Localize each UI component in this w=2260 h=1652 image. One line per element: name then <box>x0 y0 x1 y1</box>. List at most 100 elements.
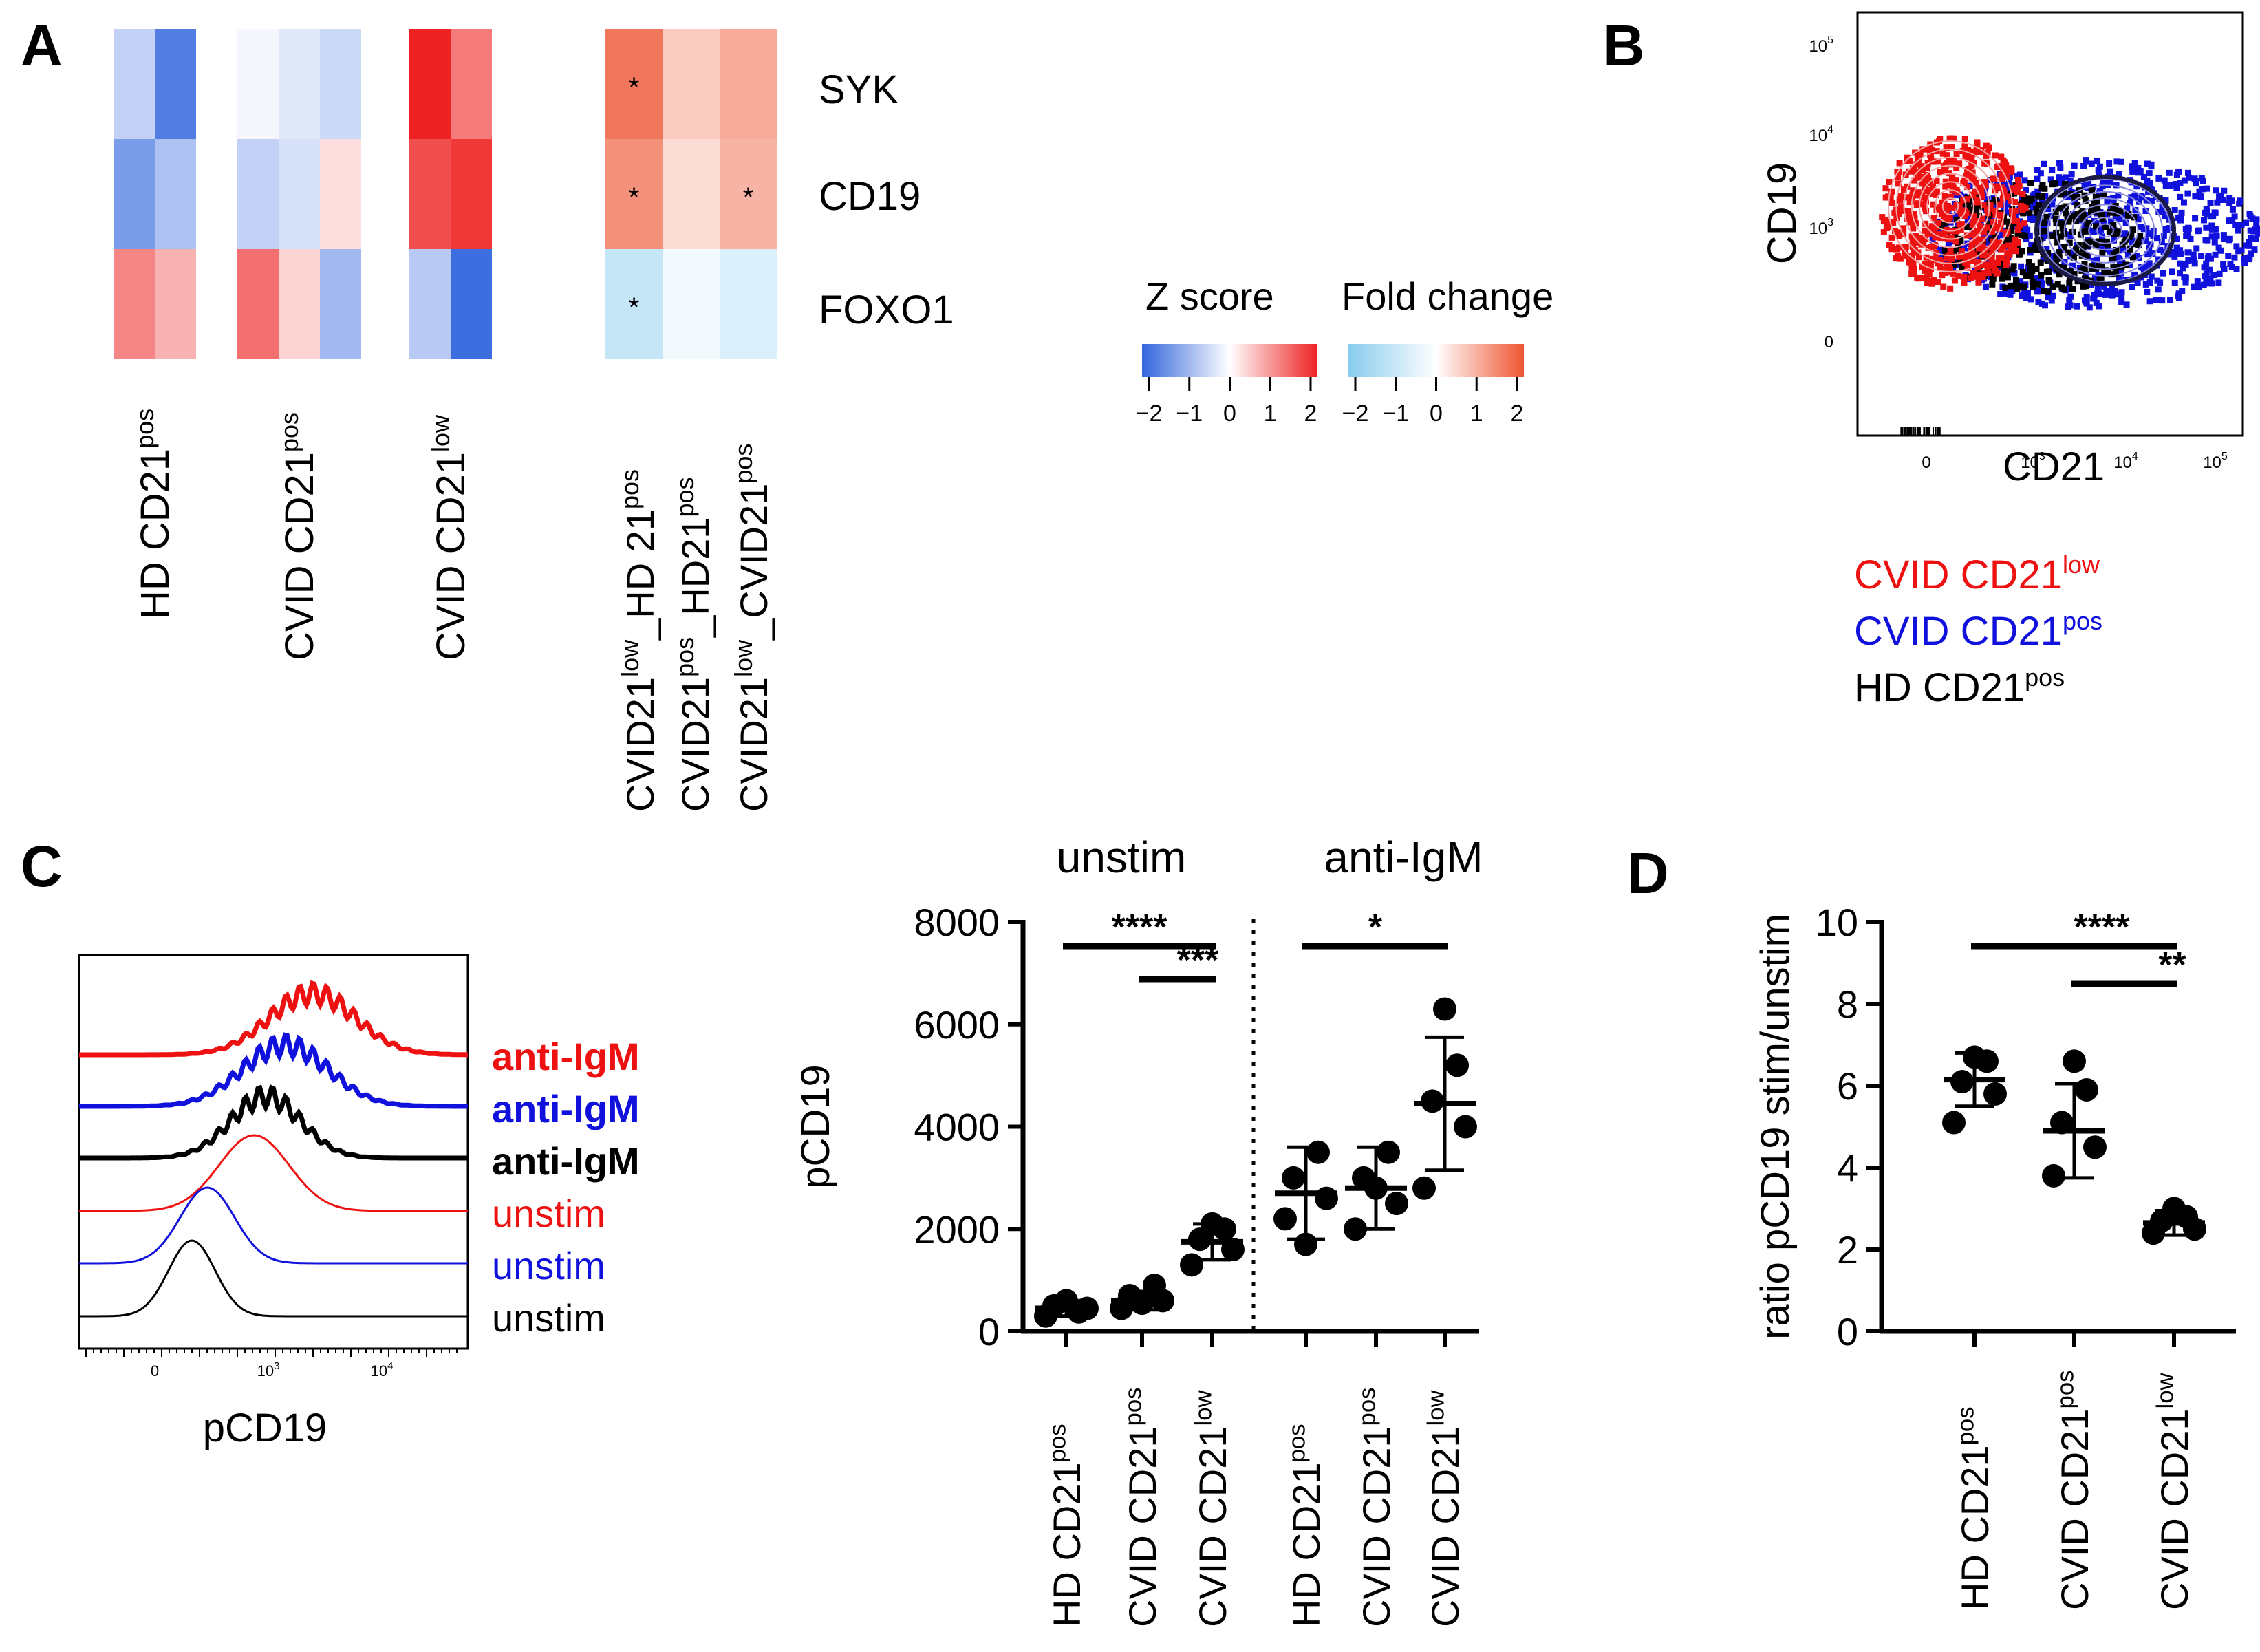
flow-dot-hd-pos <box>2061 286 2067 292</box>
flow-dot-cvid-pos <box>2147 298 2153 304</box>
flow-dot-cvid-pos <box>2214 200 2220 206</box>
histogram-legend-label: anti-IgM <box>492 1087 640 1130</box>
flow-dot-cvid-pos <box>2118 289 2124 295</box>
x-tick-label: HD CD21pos <box>1953 1406 1997 1610</box>
flow-dot-cvid-pos <box>2067 294 2074 300</box>
flow-dot-hd-pos <box>2115 228 2121 235</box>
flow-dot-cvid-low <box>1949 256 1955 262</box>
flow-ytick-label: 105 <box>1809 34 1833 56</box>
flow-dot-cvid-pos <box>2096 290 2102 297</box>
flow-dot-cvid-pos <box>2220 261 2226 268</box>
x-tick-label-sup: low <box>1191 1389 1217 1426</box>
fc-label-s1: pos <box>671 637 699 677</box>
flow-dot-cvid-pos <box>2042 302 2048 308</box>
panel-b-flow-plot: 0 103 104 1050103104105CD21CD19CVID CD21low… <box>1760 12 2260 710</box>
x-tick-label: CVID CD21pos <box>2053 1370 2096 1610</box>
flow-dot-cvid-pos <box>2225 253 2231 259</box>
flow-legend-entry-main: CVID CD21 <box>1854 609 2063 654</box>
zscore-cell <box>114 139 155 249</box>
flow-dot-cvid-pos <box>2201 282 2207 288</box>
flow-dot-cvid-low <box>1994 270 2001 276</box>
zscore-cell <box>451 29 492 139</box>
flow-dot-cvid-pos <box>2208 256 2214 262</box>
zscore-cell <box>451 139 492 249</box>
flow-dot-cvid-pos <box>2106 160 2112 167</box>
x-tick-label-sup: pos <box>1284 1424 1311 1462</box>
flow-dot-hd-pos <box>2041 220 2047 226</box>
flow-dot-cvid-low <box>2012 248 2019 254</box>
flow-dot-cvid-low <box>1940 283 1946 290</box>
colorbar-tick-label: 0 <box>1430 400 1443 427</box>
histogram-legend-label: anti-IgM <box>492 1139 640 1183</box>
data-point <box>1421 1089 1444 1113</box>
flow-dot-cvid-pos <box>2212 239 2218 246</box>
flow-dot-hd-pos <box>2039 182 2045 189</box>
flow-dot-hd-pos <box>2030 284 2036 290</box>
data-point <box>2042 1164 2065 1188</box>
flow-dot-cvid-pos <box>2028 296 2034 302</box>
flow-dot-cvid-pos <box>2231 255 2237 261</box>
zscore-cell <box>409 139 451 249</box>
flow-dot-cvid-low <box>1981 270 1988 276</box>
flow-dot-cvid-pos <box>2192 215 2198 221</box>
y-tick-label: 0 <box>978 1310 1000 1353</box>
flow-dot-cvid-pos <box>2252 235 2259 242</box>
data-point <box>1385 1192 1408 1215</box>
x-tick-label: CVID CD21low <box>2153 1372 2196 1610</box>
data-point <box>1315 1187 1338 1210</box>
flow-dot-hd-pos <box>2005 274 2011 280</box>
colorbar-tick-label: −1 <box>1382 400 1409 427</box>
flow-dot-cvid-pos <box>2155 175 2162 182</box>
x-tick-label-sup: pos <box>1121 1387 1147 1426</box>
x-tick-label-main: CVID CD21 <box>1191 1426 1234 1627</box>
flow-dot-cvid-low <box>1992 152 1999 158</box>
flow-xlabel: CD21 <box>2003 444 2105 489</box>
flow-dot-cvid-pos <box>2243 220 2249 226</box>
flow-dot-cvid-pos <box>2172 207 2178 213</box>
flow-dot-cvid-pos <box>2216 245 2222 251</box>
flow-xtick-exp: 5 <box>2221 451 2228 462</box>
flow-dot-cvid-pos <box>2177 194 2183 200</box>
flow-dot-cvid-low <box>1997 202 2003 208</box>
flow-dot-cvid-pos <box>2144 161 2151 167</box>
group-title-unstim: unstim <box>1057 833 1187 882</box>
gene-label-syk: SYK <box>819 67 898 112</box>
fc-label-s2: pos <box>616 469 644 509</box>
flow-dot-cvid-pos <box>2185 249 2191 255</box>
data-point <box>1963 1045 1986 1069</box>
data-point <box>1454 1115 1477 1139</box>
data-point <box>2075 1078 2098 1102</box>
flow-dot-cvid-pos <box>2129 284 2135 290</box>
histogram-xlabel: pCD19 <box>203 1406 327 1450</box>
foldchange-legend-title: Fold change <box>1342 275 1553 318</box>
flow-dot-cvid-pos <box>2172 280 2178 286</box>
flow-dot-cvid-low <box>2014 189 2021 195</box>
flow-dot-cvid-pos <box>2191 257 2197 263</box>
zscore-cell <box>409 29 451 139</box>
flow-dot-hd-pos <box>2035 193 2041 200</box>
flow-dot-cvid-pos <box>2035 299 2041 305</box>
flow-dot-cvid-low <box>1950 205 1956 211</box>
flow-dot-cvid-pos <box>2204 206 2210 212</box>
foldchange-cell <box>720 29 777 139</box>
zscore-cell <box>155 29 196 139</box>
flow-dot-cvid-low <box>1906 259 1912 266</box>
data-point <box>1433 997 1456 1020</box>
flow-dot-hd-pos <box>2030 279 2036 285</box>
colorbar-tick-label: 2 <box>1511 400 1524 427</box>
flow-dot-cvid-pos <box>2210 272 2217 278</box>
flow-dot-cvid-low <box>1920 201 1926 207</box>
flow-dot-cvid-low <box>1897 197 1903 204</box>
flow-dot-cvid-pos <box>2183 275 2189 281</box>
y-tick-label: 0 <box>1837 1310 1858 1353</box>
flow-dot-cvid-low <box>1928 261 1934 267</box>
y-tick-label: 4 <box>1837 1146 1858 1190</box>
flow-dot-cvid-pos <box>2135 169 2141 175</box>
flow-dot-cvid-pos <box>2041 161 2047 167</box>
flow-dot-cvid-low <box>1947 286 1953 292</box>
flow-dot-cvid-low <box>2012 218 2018 224</box>
flow-ytick-exp: 5 <box>1827 34 1833 46</box>
flow-dot-cvid-pos <box>2230 206 2236 213</box>
flow-dot-cvid-pos <box>2252 226 2259 233</box>
panel-label-b: B <box>1603 13 1645 78</box>
